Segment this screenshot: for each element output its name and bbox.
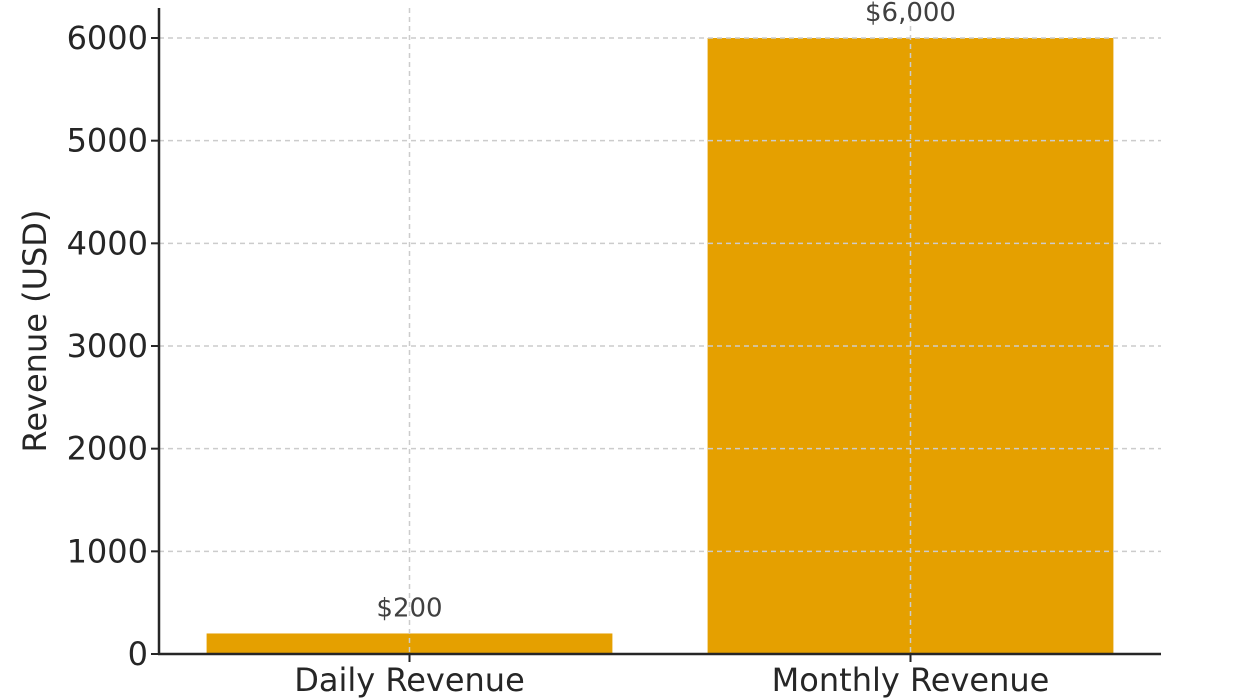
y-axis-label: Revenue (USD) (16, 210, 54, 453)
x-tick-label: Daily Revenue (294, 661, 525, 699)
y-tick-label: 5000 (67, 122, 148, 160)
x-axis-ticks: Daily Revenue Monthly Revenue (294, 654, 1049, 699)
bar-daily (206, 633, 613, 654)
x-tick-label: Monthly Revenue (772, 661, 1050, 699)
bar-value-label: $6,000 (865, 0, 956, 28)
y-tick-label: 1000 (67, 532, 148, 570)
axes (157, 8, 1161, 656)
y-tick-label: 6000 (67, 19, 148, 57)
bar-value-label: $200 (376, 593, 442, 623)
y-axis-ticks: 0 1000 2000 3000 4000 5000 6000 (67, 19, 159, 673)
gridlines (159, 8, 1161, 654)
y-tick-label: 3000 (67, 327, 148, 365)
y-tick-label: 4000 (67, 224, 148, 262)
y-tick-label: 2000 (67, 430, 148, 468)
bar-value-labels: $200 $6,000 (376, 0, 956, 623)
y-tick-label: 0 (128, 635, 148, 673)
